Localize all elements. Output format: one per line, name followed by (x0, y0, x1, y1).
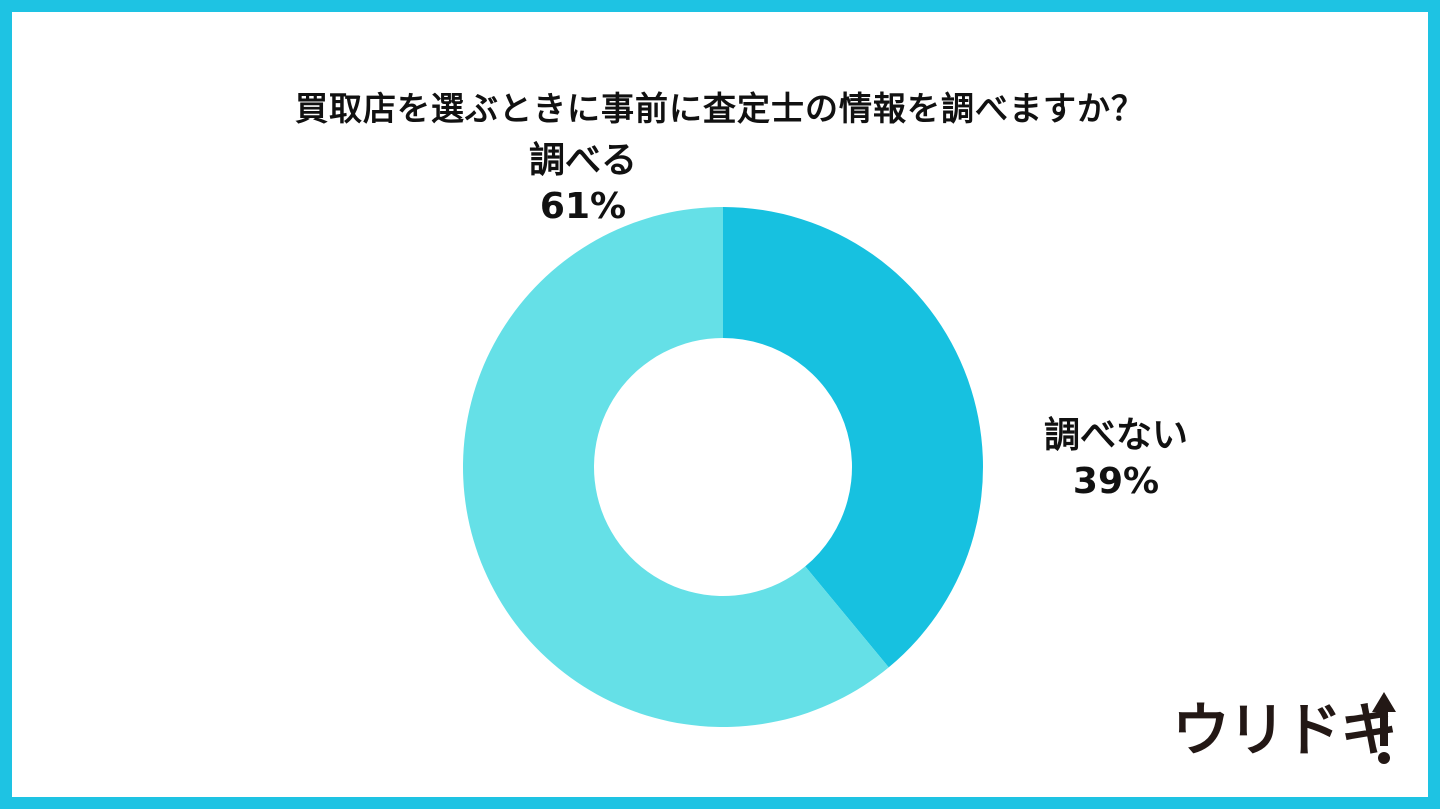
brand-logo-text: ウリドキ (1172, 696, 1398, 764)
donut-slice-1 (723, 207, 983, 668)
brand-logo: ウリドキ (1172, 690, 1412, 770)
donut-slice-2 (462, 207, 889, 727)
slice-label-1: 調べない (1044, 415, 1188, 456)
slice-value-label-1: 39% (1073, 461, 1159, 502)
up-arrow-exclamation-icon (1372, 692, 1396, 764)
slice-label-2: 調べる (529, 140, 637, 181)
chart-title: 買取店を選ぶときに事前に査定士の情報を調べますか？ (295, 89, 1145, 128)
slice-value-label-2: 61% (540, 186, 626, 227)
